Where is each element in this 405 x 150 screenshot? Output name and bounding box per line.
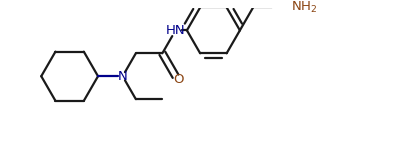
Text: HN: HN [165, 24, 185, 37]
Text: NH$_2$: NH$_2$ [290, 0, 317, 15]
Text: O: O [173, 73, 183, 85]
Text: N: N [117, 70, 127, 83]
